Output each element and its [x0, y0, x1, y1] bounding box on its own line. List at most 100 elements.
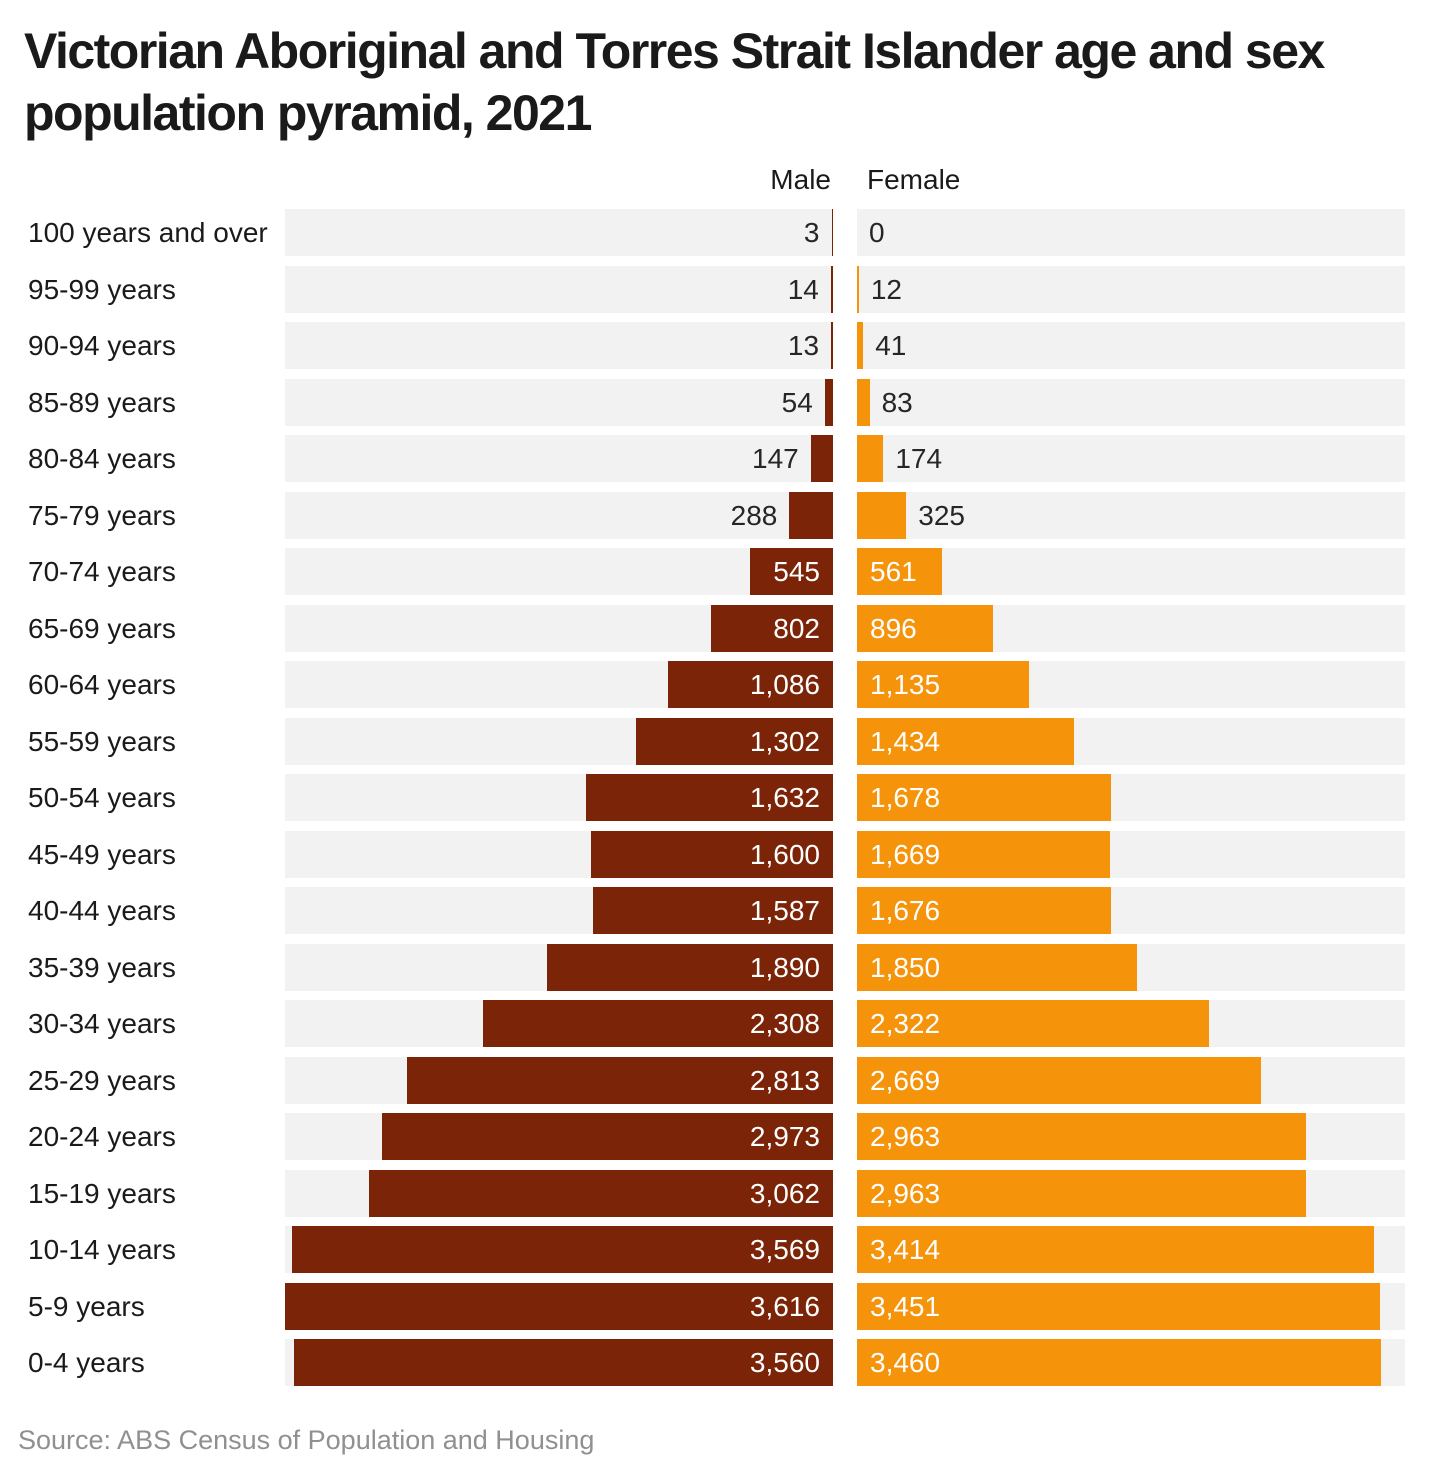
- female-bar[interactable]: [857, 661, 1029, 708]
- pyramid-row: 35-39 years 1,890 1,850: [0, 943, 1440, 991]
- male-value-label: 3,616: [749, 1290, 820, 1322]
- male-value-label: 1,302: [749, 725, 820, 757]
- pyramid-row: 50-54 years 1,632 1,678: [0, 774, 1440, 821]
- female-bar[interactable]: [857, 265, 859, 313]
- female-bar[interactable]: [857, 435, 884, 482]
- male-bar[interactable]: [590, 830, 833, 878]
- male-bar-track: 147: [285, 435, 833, 482]
- male-bar-track: 3,062: [285, 1169, 833, 1217]
- pyramid-row: 5-9 years 3,616 3,451: [0, 1282, 1440, 1330]
- male-bar[interactable]: [293, 1339, 833, 1386]
- center-axis-gap: [833, 887, 857, 934]
- female-bar[interactable]: [857, 322, 864, 369]
- male-bar[interactable]: [824, 378, 833, 426]
- female-bar[interactable]: [857, 943, 1138, 991]
- pyramid-row: 85-89 years 54 83: [0, 378, 1440, 426]
- male-bar[interactable]: [285, 1282, 833, 1330]
- male-bar-track: 1,600: [285, 830, 833, 878]
- male-bar[interactable]: [830, 265, 833, 313]
- male-bar[interactable]: [546, 943, 833, 991]
- female-bar[interactable]: [857, 887, 1111, 934]
- female-bar[interactable]: [857, 604, 993, 652]
- female-bar-track: 3,451: [857, 1282, 1405, 1330]
- male-bar[interactable]: [831, 209, 833, 256]
- age-group-label: 85-89 years: [28, 386, 176, 418]
- male-bar[interactable]: [750, 548, 833, 595]
- male-bar[interactable]: [382, 1113, 833, 1160]
- female-bar-track: 1,850: [857, 943, 1405, 991]
- female-value-label: 1,678: [870, 782, 941, 813]
- pyramid-row: 80-84 years 147 174: [0, 435, 1440, 482]
- female-bar[interactable]: [857, 491, 907, 539]
- female-value-label: 3,414: [870, 1234, 941, 1265]
- female-value-label: 561: [870, 556, 917, 587]
- male-column-header: Male: [770, 164, 831, 195]
- pyramid-row: 65-69 years 802 896: [0, 604, 1440, 652]
- male-bar[interactable]: [592, 887, 833, 934]
- female-bar[interactable]: [857, 1169, 1307, 1217]
- male-bar-track: 1,632: [285, 774, 833, 821]
- female-bar-track: 2,669: [857, 1056, 1405, 1104]
- female-value-label: 2,669: [870, 1064, 941, 1096]
- female-value-label: 1,676: [870, 895, 941, 926]
- male-value-label: 1,600: [749, 838, 820, 870]
- female-bar-track: 41: [857, 322, 1405, 369]
- male-bar[interactable]: [368, 1169, 833, 1217]
- pyramid-row: 10-14 years 3,569 3,414: [0, 1226, 1440, 1273]
- female-bar[interactable]: [857, 1226, 1375, 1273]
- female-bar-track: 0: [857, 209, 1405, 256]
- female-bar[interactable]: [857, 1113, 1307, 1160]
- male-bar[interactable]: [831, 322, 833, 369]
- source-note: Source: ABS Census of Population and Hou…: [18, 1425, 595, 1455]
- male-bar[interactable]: [292, 1226, 833, 1273]
- female-bar[interactable]: [857, 830, 1110, 878]
- male-bar-track: 3,560: [285, 1339, 833, 1386]
- female-value-label: 1,669: [870, 838, 941, 870]
- pyramid-row: 40-44 years 1,587 1,676: [0, 887, 1440, 934]
- male-bar[interactable]: [789, 491, 833, 539]
- center-axis-gap: [833, 944, 857, 991]
- male-bar[interactable]: [635, 717, 833, 765]
- male-bar[interactable]: [483, 1000, 833, 1047]
- female-bar[interactable]: [857, 1282, 1380, 1330]
- center-axis-gap: [833, 605, 857, 652]
- pyramid-row: 60-64 years 1,086 1,135: [0, 661, 1440, 708]
- male-bar[interactable]: [711, 604, 833, 652]
- female-bar-track: 3,414: [857, 1226, 1405, 1273]
- female-bar-track: 1,669: [857, 830, 1405, 878]
- male-bar[interactable]: [585, 774, 833, 821]
- age-group-label: 45-49 years: [28, 838, 176, 870]
- female-bar[interactable]: [857, 1000, 1209, 1047]
- male-value-label: 1,890: [749, 951, 820, 983]
- female-bar[interactable]: [857, 1339, 1382, 1386]
- female-value-label: 1,850: [870, 951, 941, 983]
- female-bar[interactable]: [857, 774, 1112, 821]
- female-value-label: 325: [918, 499, 965, 531]
- male-bar-track: 3: [285, 209, 833, 256]
- male-value-label: 3: [803, 217, 820, 248]
- pyramid-row: 100 years and over 3 0: [0, 209, 1440, 256]
- female-bar[interactable]: [857, 1056, 1262, 1104]
- female-value-label: 2,963: [870, 1121, 941, 1152]
- female-bar-track: 174: [857, 435, 1405, 482]
- female-column-header: Female: [867, 164, 961, 195]
- male-bar[interactable]: [810, 435, 833, 482]
- male-value-label: 3,560: [749, 1347, 820, 1378]
- pyramid-row: 0-4 years 3,560 3,460: [0, 1339, 1440, 1386]
- male-bar[interactable]: [406, 1056, 833, 1104]
- male-value-label: 2,308: [749, 1008, 820, 1039]
- age-group-label: 90-94 years: [28, 330, 176, 361]
- female-bar[interactable]: [857, 548, 943, 595]
- age-group-label: 70-74 years: [28, 556, 176, 587]
- age-group-label: 40-44 years: [28, 895, 176, 926]
- female-bar[interactable]: [857, 717, 1075, 765]
- center-axis-gap: [833, 379, 857, 426]
- chart-title-line-2: population pyramid, 2021: [24, 85, 592, 141]
- female-value-label: 1,434: [870, 725, 941, 757]
- age-group-label: 0-4 years: [28, 1347, 145, 1378]
- male-bar-track: 2,813: [285, 1056, 833, 1104]
- pyramid-row: 45-49 years 1,600 1,669: [0, 830, 1440, 878]
- male-bar[interactable]: [668, 661, 833, 708]
- female-bar[interactable]: [857, 378, 870, 426]
